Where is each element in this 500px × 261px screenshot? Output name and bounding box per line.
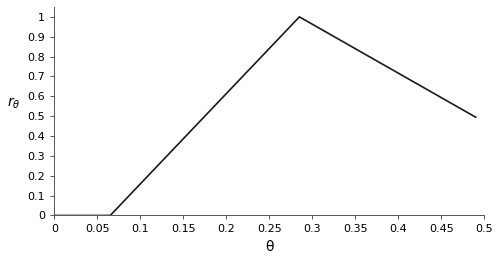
- X-axis label: θ: θ: [265, 240, 274, 254]
- Y-axis label: $r_\theta$: $r_\theta$: [7, 96, 20, 111]
